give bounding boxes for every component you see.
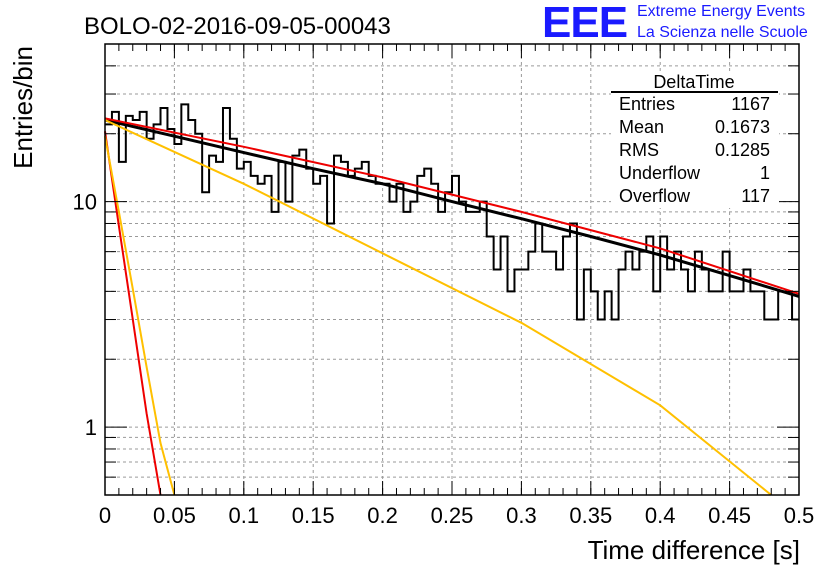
y-tick-label: 1 [85, 415, 97, 440]
x-tick-label: 0 [99, 503, 111, 528]
fit-curve-1 [104, 117, 800, 295]
x-tick-label: 0.35 [569, 503, 612, 528]
stats-value: 1 [760, 163, 770, 183]
stats-label: RMS [619, 140, 659, 160]
stats-box: DeltaTime Entries 1167 Mean 0.1673 RMS 0.1285… [611, 72, 779, 208]
stats-label: Entries [619, 94, 675, 114]
stats-label: Overflow [619, 186, 691, 206]
x-tick-label: 0.1 [229, 503, 260, 528]
stats-value: 0.1673 [715, 117, 770, 137]
x-tick-label: 0.4 [645, 503, 676, 528]
eee-logo: EEE [542, 0, 628, 47]
y-tick-label: 10 [73, 190, 97, 215]
histogram [105, 103, 799, 321]
stats-value: 0.1285 [715, 140, 770, 160]
histogram-steps [105, 103, 799, 321]
x-axis-label: Time difference [s] [588, 535, 800, 565]
x-tick-label: 0.15 [292, 503, 335, 528]
x-tick-label: 0.45 [708, 503, 751, 528]
x-tick-label: 0.05 [153, 503, 196, 528]
stats-value: 1167 [731, 94, 770, 114]
y-axis-label: Entries/bin [8, 46, 38, 169]
logo-line-2: La Scienza nelle Scuole [637, 24, 808, 41]
stats-box-bg [611, 72, 779, 208]
stats-value: 117 [741, 186, 770, 206]
fit-curve-3 [104, 131, 162, 496]
x-tick-label: 0.25 [431, 503, 474, 528]
stats-label: Mean [619, 117, 664, 137]
fit-curve-0 [104, 118, 800, 298]
fit-curve-2 [104, 119, 772, 496]
fit-curve-4 [104, 136, 176, 496]
stats-title: DeltaTime [653, 72, 734, 92]
axes: 0 0.05 0.1 0.15 0.2 0.25 0.3 0.35 0.4 0.45 0.5 1 10 [73, 43, 815, 528]
chart-title: BOLO-02-2016-09-05-00043 [84, 13, 391, 40]
logo-line-1: Extreme Energy Events [637, 3, 806, 20]
stats-rows: Entries 1167 Mean 0.1673 RMS 0.1285 Underflow 1… [619, 94, 770, 206]
x-tick-label: 0.5 [784, 503, 815, 528]
stats-label: Underflow [619, 163, 701, 183]
fit-curves [104, 117, 800, 496]
x-tick-label: 0.3 [506, 503, 537, 528]
x-tick-label: 0.2 [367, 503, 398, 528]
